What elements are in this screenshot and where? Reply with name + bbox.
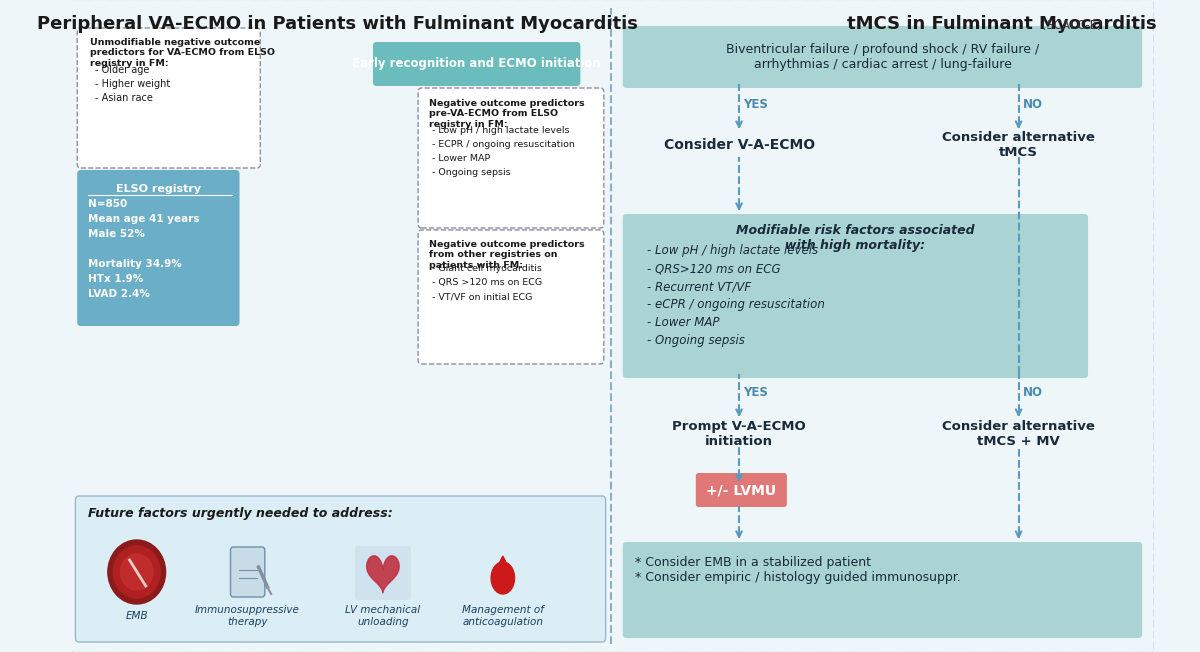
Text: Consider alternative
tMCS: Consider alternative tMCS <box>942 131 1096 159</box>
FancyBboxPatch shape <box>418 88 604 228</box>
FancyBboxPatch shape <box>230 547 265 597</box>
FancyBboxPatch shape <box>623 26 1142 88</box>
Text: Future factors urgently needed to address:: Future factors urgently needed to addres… <box>88 507 392 520</box>
Text: Modifiable risk factors associated
with high mortality:: Modifiable risk factors associated with … <box>736 224 974 252</box>
FancyBboxPatch shape <box>418 230 604 364</box>
FancyBboxPatch shape <box>623 214 1088 378</box>
FancyBboxPatch shape <box>77 170 240 326</box>
Polygon shape <box>493 556 512 576</box>
Text: - eCPR / ongoing resuscitation: - eCPR / ongoing resuscitation <box>647 298 824 311</box>
Ellipse shape <box>491 562 515 594</box>
Text: - VT/VF on initial ECG: - VT/VF on initial ECG <box>432 292 533 301</box>
FancyBboxPatch shape <box>355 546 410 600</box>
Text: LV mechanical
unloading: LV mechanical unloading <box>346 605 420 627</box>
FancyBboxPatch shape <box>77 28 260 168</box>
Text: Peripheral VA-ECMO in Patients with Fulminant Myocarditis: Peripheral VA-ECMO in Patients with Fulm… <box>37 15 638 33</box>
Text: tMCS in Fulminant Myocarditis: tMCS in Fulminant Myocarditis <box>847 15 1157 33</box>
Text: Mortality 34.9%: Mortality 34.9% <box>88 259 181 269</box>
Text: Male 52%: Male 52% <box>88 229 145 239</box>
Text: HTx 1.9%: HTx 1.9% <box>88 274 143 284</box>
FancyBboxPatch shape <box>373 42 581 86</box>
Text: - Asian race: - Asian race <box>95 93 154 103</box>
Text: EMB: EMB <box>126 611 148 621</box>
Text: LVAD 2.4%: LVAD 2.4% <box>88 289 150 299</box>
Polygon shape <box>367 556 400 593</box>
Text: - Recurrent VT/VF: - Recurrent VT/VF <box>647 280 751 293</box>
Text: Early recognition and ECMO initiation: Early recognition and ECMO initiation <box>353 57 601 70</box>
Text: - Lower MAP: - Lower MAP <box>647 316 720 329</box>
FancyBboxPatch shape <box>71 0 1154 652</box>
Text: (SCAI C-E): (SCAI C-E) <box>1038 18 1103 31</box>
Text: YES: YES <box>744 98 768 110</box>
Text: Management of
anticoagulation: Management of anticoagulation <box>462 605 544 627</box>
Text: - Lower MAP: - Lower MAP <box>432 154 491 163</box>
Text: - Low pH / high lactate levels: - Low pH / high lactate levels <box>432 126 570 135</box>
Text: - Older age: - Older age <box>95 65 150 75</box>
Text: Immunosuppressive
therapy: Immunosuppressive therapy <box>196 605 300 627</box>
Text: YES: YES <box>744 385 768 398</box>
FancyBboxPatch shape <box>696 473 787 507</box>
FancyBboxPatch shape <box>623 542 1142 638</box>
Text: - Giant cell myocarditis: - Giant cell myocarditis <box>432 264 542 273</box>
Text: * Consider EMB in a stabilized patient
* Consider empiric / histology guided imm: * Consider EMB in a stabilized patient *… <box>635 556 961 584</box>
Text: NO: NO <box>1024 98 1043 110</box>
Circle shape <box>120 554 152 590</box>
Text: - Higher weight: - Higher weight <box>95 79 170 89</box>
Text: Mean age 41 years: Mean age 41 years <box>88 214 199 224</box>
Text: - Low pH / high lactate levels: - Low pH / high lactate levels <box>647 244 818 257</box>
FancyBboxPatch shape <box>76 496 606 642</box>
Text: Consider V-A-ECMO: Consider V-A-ECMO <box>664 138 815 152</box>
Text: NO: NO <box>1024 385 1043 398</box>
Text: N=850: N=850 <box>88 199 127 209</box>
Text: Negative outcome predictors
pre-VA-ECMO from ELSO
registry in FM:: Negative outcome predictors pre-VA-ECMO … <box>428 99 584 129</box>
Text: Biventricular failure / profound shock / RV failure /
arrhythmias / cardiac arre: Biventricular failure / profound shock /… <box>726 43 1039 71</box>
Circle shape <box>113 546 160 598</box>
Text: ELSO registry: ELSO registry <box>116 184 200 194</box>
Text: - Ongoing sepsis: - Ongoing sepsis <box>647 334 745 347</box>
Text: - Ongoing sepsis: - Ongoing sepsis <box>432 168 511 177</box>
Text: - QRS >120 ms on ECG: - QRS >120 ms on ECG <box>432 278 542 287</box>
Text: Prompt V-A-ECMO
initiation: Prompt V-A-ECMO initiation <box>672 420 806 448</box>
Text: - QRS>120 ms on ECG: - QRS>120 ms on ECG <box>647 262 781 275</box>
Text: - ECPR / ongoing resuscitation: - ECPR / ongoing resuscitation <box>432 140 575 149</box>
Circle shape <box>108 540 166 604</box>
Text: Consider alternative
tMCS + MV: Consider alternative tMCS + MV <box>942 420 1096 448</box>
Text: Negative outcome predictors
from other registries on
patients with FM:: Negative outcome predictors from other r… <box>428 240 584 270</box>
Text: Unmodifiable negative outcome
predictors for VA-ECMO from ELSO
registry in FM:: Unmodifiable negative outcome predictors… <box>90 38 275 68</box>
Text: +/- LVMU: +/- LVMU <box>706 483 776 497</box>
